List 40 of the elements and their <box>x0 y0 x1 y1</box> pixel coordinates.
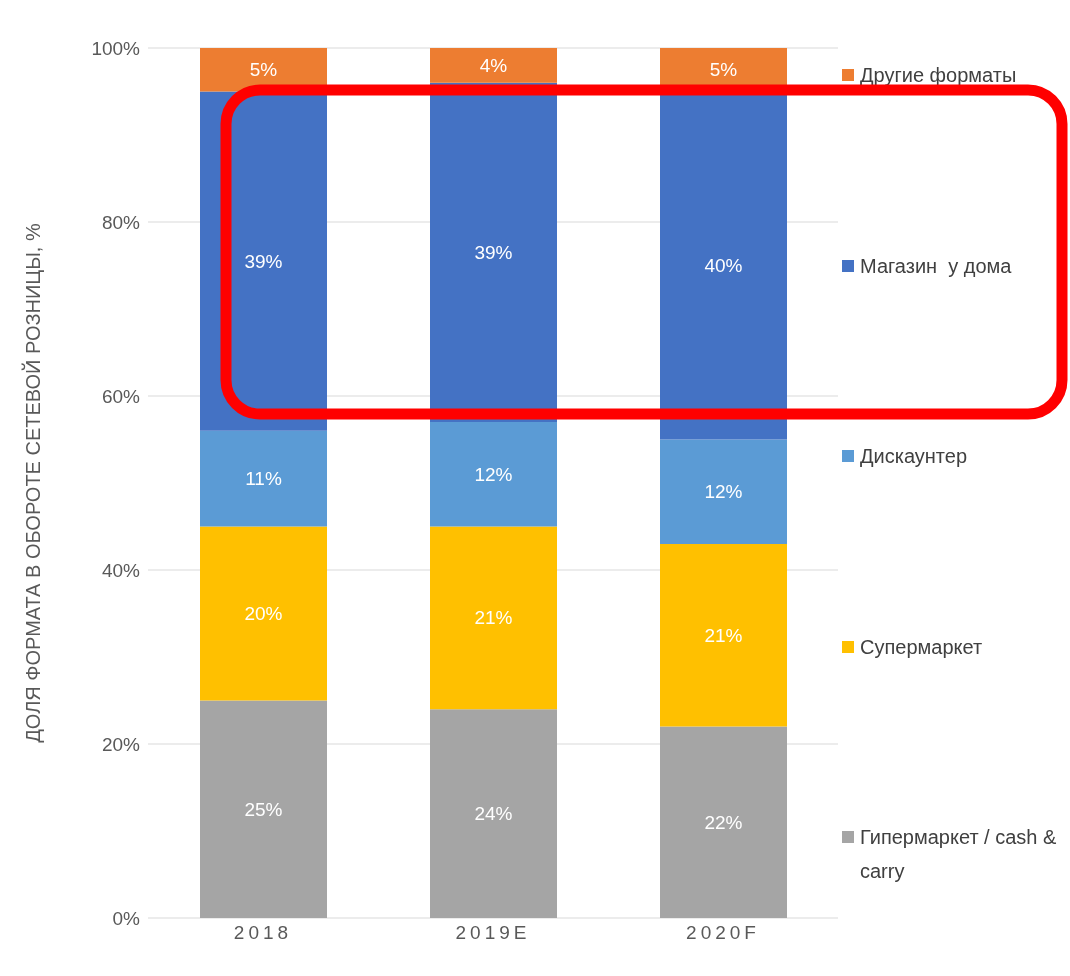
data-label: 12% <box>474 463 513 485</box>
data-label: 5% <box>709 59 738 81</box>
bar <box>660 439 787 544</box>
data-label: 20% <box>244 603 283 624</box>
data-label: 25% <box>244 798 283 820</box>
data-label: 24% <box>474 803 513 825</box>
y-tick-label: 60% <box>101 385 141 407</box>
data-label: 40% <box>704 255 743 276</box>
bar <box>200 430 327 527</box>
y-tick-label: 0% <box>112 907 141 929</box>
data-label: 21% <box>474 607 513 629</box>
data-label: 21% <box>704 624 743 646</box>
y-axis-title: ДОЛЯ ФОРМАТА В ОБОРОТЕ СЕТЕВОЙ РОЗНИЦЫ, % <box>21 223 45 743</box>
y-tick-label: 40% <box>101 559 141 581</box>
y-tick-label: 100% <box>91 37 141 59</box>
bar <box>660 726 787 918</box>
legend-label: Гипермаркет / cash & carry <box>860 825 1057 884</box>
y-tick-label: 20% <box>101 733 141 755</box>
data-label: 11% <box>245 468 282 490</box>
data-label: 39% <box>244 250 283 272</box>
x-tick-label: 2020F <box>686 922 760 944</box>
bar <box>660 543 787 727</box>
legend-label: Другие форматы <box>860 63 1017 88</box>
legend-label: Супермаркет <box>860 634 983 660</box>
data-label: 39% <box>474 241 513 263</box>
x-tick-label: 2018 <box>233 922 293 944</box>
bar <box>200 700 327 918</box>
data-label: 4% <box>479 54 508 76</box>
data-label: 5% <box>249 59 278 81</box>
bar <box>430 709 557 918</box>
data-label: 22% <box>704 811 743 833</box>
data-label: 12% <box>704 481 743 503</box>
bar <box>430 48 557 83</box>
bar <box>430 526 557 710</box>
x-tick-label: 2019E <box>455 922 531 944</box>
bar <box>200 526 327 701</box>
y-tick-label: 80% <box>101 211 141 233</box>
legend-label: Магазин у дома <box>860 253 1012 279</box>
legend-label: Дискаунтер <box>860 444 968 469</box>
bar <box>430 422 557 527</box>
